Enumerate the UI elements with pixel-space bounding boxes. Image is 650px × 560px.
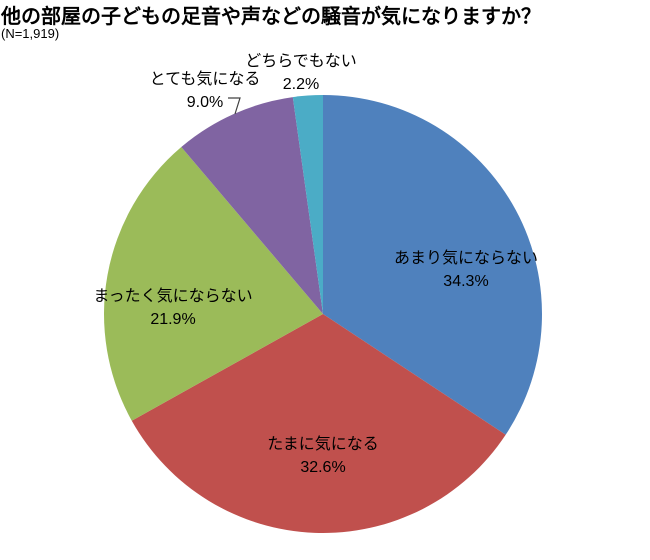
slice-label-text: とても気になる bbox=[149, 71, 261, 88]
slice-label-text: まったく気にならない bbox=[93, 288, 253, 305]
slice-label-pct: 21.9% bbox=[150, 311, 196, 328]
leader-line bbox=[228, 97, 241, 115]
chart-sample-size: (N=1,919) bbox=[1, 26, 60, 41]
chart-title: 他の部屋の子どもの足音や声などの騒音が気になりますか？ bbox=[1, 6, 541, 28]
pie-slice-4 bbox=[181, 97, 323, 314]
slice-label-text: あまり気にならない bbox=[393, 250, 539, 267]
slice-label-3: まったく気にならない 21.9% bbox=[93, 285, 252, 331]
slice-label-text: どちらでもない bbox=[245, 53, 357, 70]
pie-slice-1 bbox=[323, 95, 542, 435]
slice-label-pct: 9.0% bbox=[186, 94, 224, 111]
slice-label-4: とても気になる 9.0% bbox=[150, 68, 261, 114]
slice-label-pct: 32.6% bbox=[300, 459, 346, 476]
pie-slice-3 bbox=[104, 147, 323, 421]
slice-label-pct: 2.2% bbox=[282, 76, 320, 93]
pie-slice-5 bbox=[292, 95, 323, 314]
slice-label-1: あまり気にならない 34.3% bbox=[394, 247, 538, 293]
slice-label-5: どちらでもない 2.2% bbox=[245, 50, 357, 96]
slice-label-text: たまに気になる bbox=[267, 436, 379, 453]
pie-slice-2 bbox=[131, 314, 506, 533]
slice-label-2: たまに気になる 32.6% bbox=[267, 433, 379, 479]
slice-label-pct: 34.3% bbox=[443, 273, 489, 290]
